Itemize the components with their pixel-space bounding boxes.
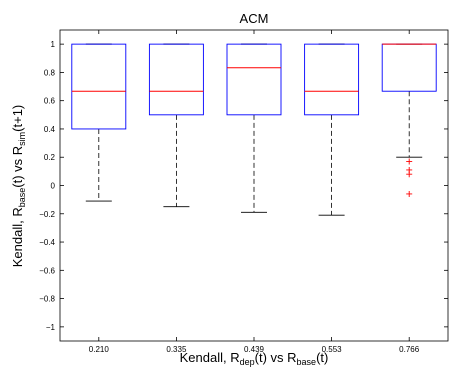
x-tick-label: 0.766: [399, 345, 420, 354]
y-tick-label: 1: [51, 40, 56, 49]
label-subscript: sim: [17, 132, 27, 146]
y-tick-label: 0.6: [44, 97, 56, 106]
box-0.210: [71, 43, 127, 202]
y-tick-label: 0.4: [44, 125, 56, 134]
y-tick-label: −0.4: [39, 238, 55, 247]
box-0.553: [304, 43, 360, 216]
label-segment: (t) vs R: [255, 350, 297, 365]
label-subscript: base: [297, 357, 317, 367]
label-subscript: base: [17, 188, 27, 208]
outlier-point: [406, 190, 413, 197]
x-axis-label: Kendall, Rdep(t) vs Rbase(t): [180, 350, 329, 367]
y-axis-label: Kendall, Rbase(t) vs Rsim(t+1): [10, 105, 27, 268]
y-tick-label: −1: [46, 323, 56, 332]
box-body: [226, 43, 282, 116]
y-axis-ticks: −1 −0.8 −0.6 −0.4 −0.2 0 0.2 0.4 0.6 0.8 1: [39, 40, 448, 332]
label-segment: (t+1): [10, 105, 25, 132]
y-tick-label: −0.8: [39, 295, 55, 304]
x-tick-label: 0.210: [89, 345, 110, 354]
box-0.766: [381, 43, 437, 197]
chart-title: ACM: [240, 11, 269, 26]
box-0.335: [148, 43, 204, 208]
box-0.439: [226, 43, 282, 213]
box-body: [304, 43, 360, 116]
y-tick-label: 0.8: [44, 68, 56, 77]
label-subscript: dep: [240, 357, 255, 367]
label-segment: Kendall, R: [180, 350, 240, 365]
x-tick-label: 0.439: [244, 345, 265, 354]
box-body: [71, 43, 127, 130]
x-tick-label: 0.553: [322, 345, 343, 354]
y-tick-label: 0.2: [44, 153, 56, 162]
box-body: [148, 43, 204, 116]
boxes-layer: [71, 43, 437, 216]
label-segment: (t): [316, 350, 328, 365]
label-segment: (t) vs R: [10, 146, 25, 188]
x-axis-ticks: 0.210 0.335 0.439 0.553 0.766: [89, 30, 420, 354]
outlier-point: [406, 171, 413, 178]
y-tick-label: −0.6: [39, 266, 55, 275]
y-tick-label: 0: [51, 182, 56, 191]
y-tick-label: −0.2: [39, 210, 55, 219]
plot-area: [59, 29, 449, 342]
label-segment: Kendall, R: [10, 207, 25, 267]
outlier-point: [406, 158, 413, 165]
x-tick-label: 0.335: [166, 345, 187, 354]
